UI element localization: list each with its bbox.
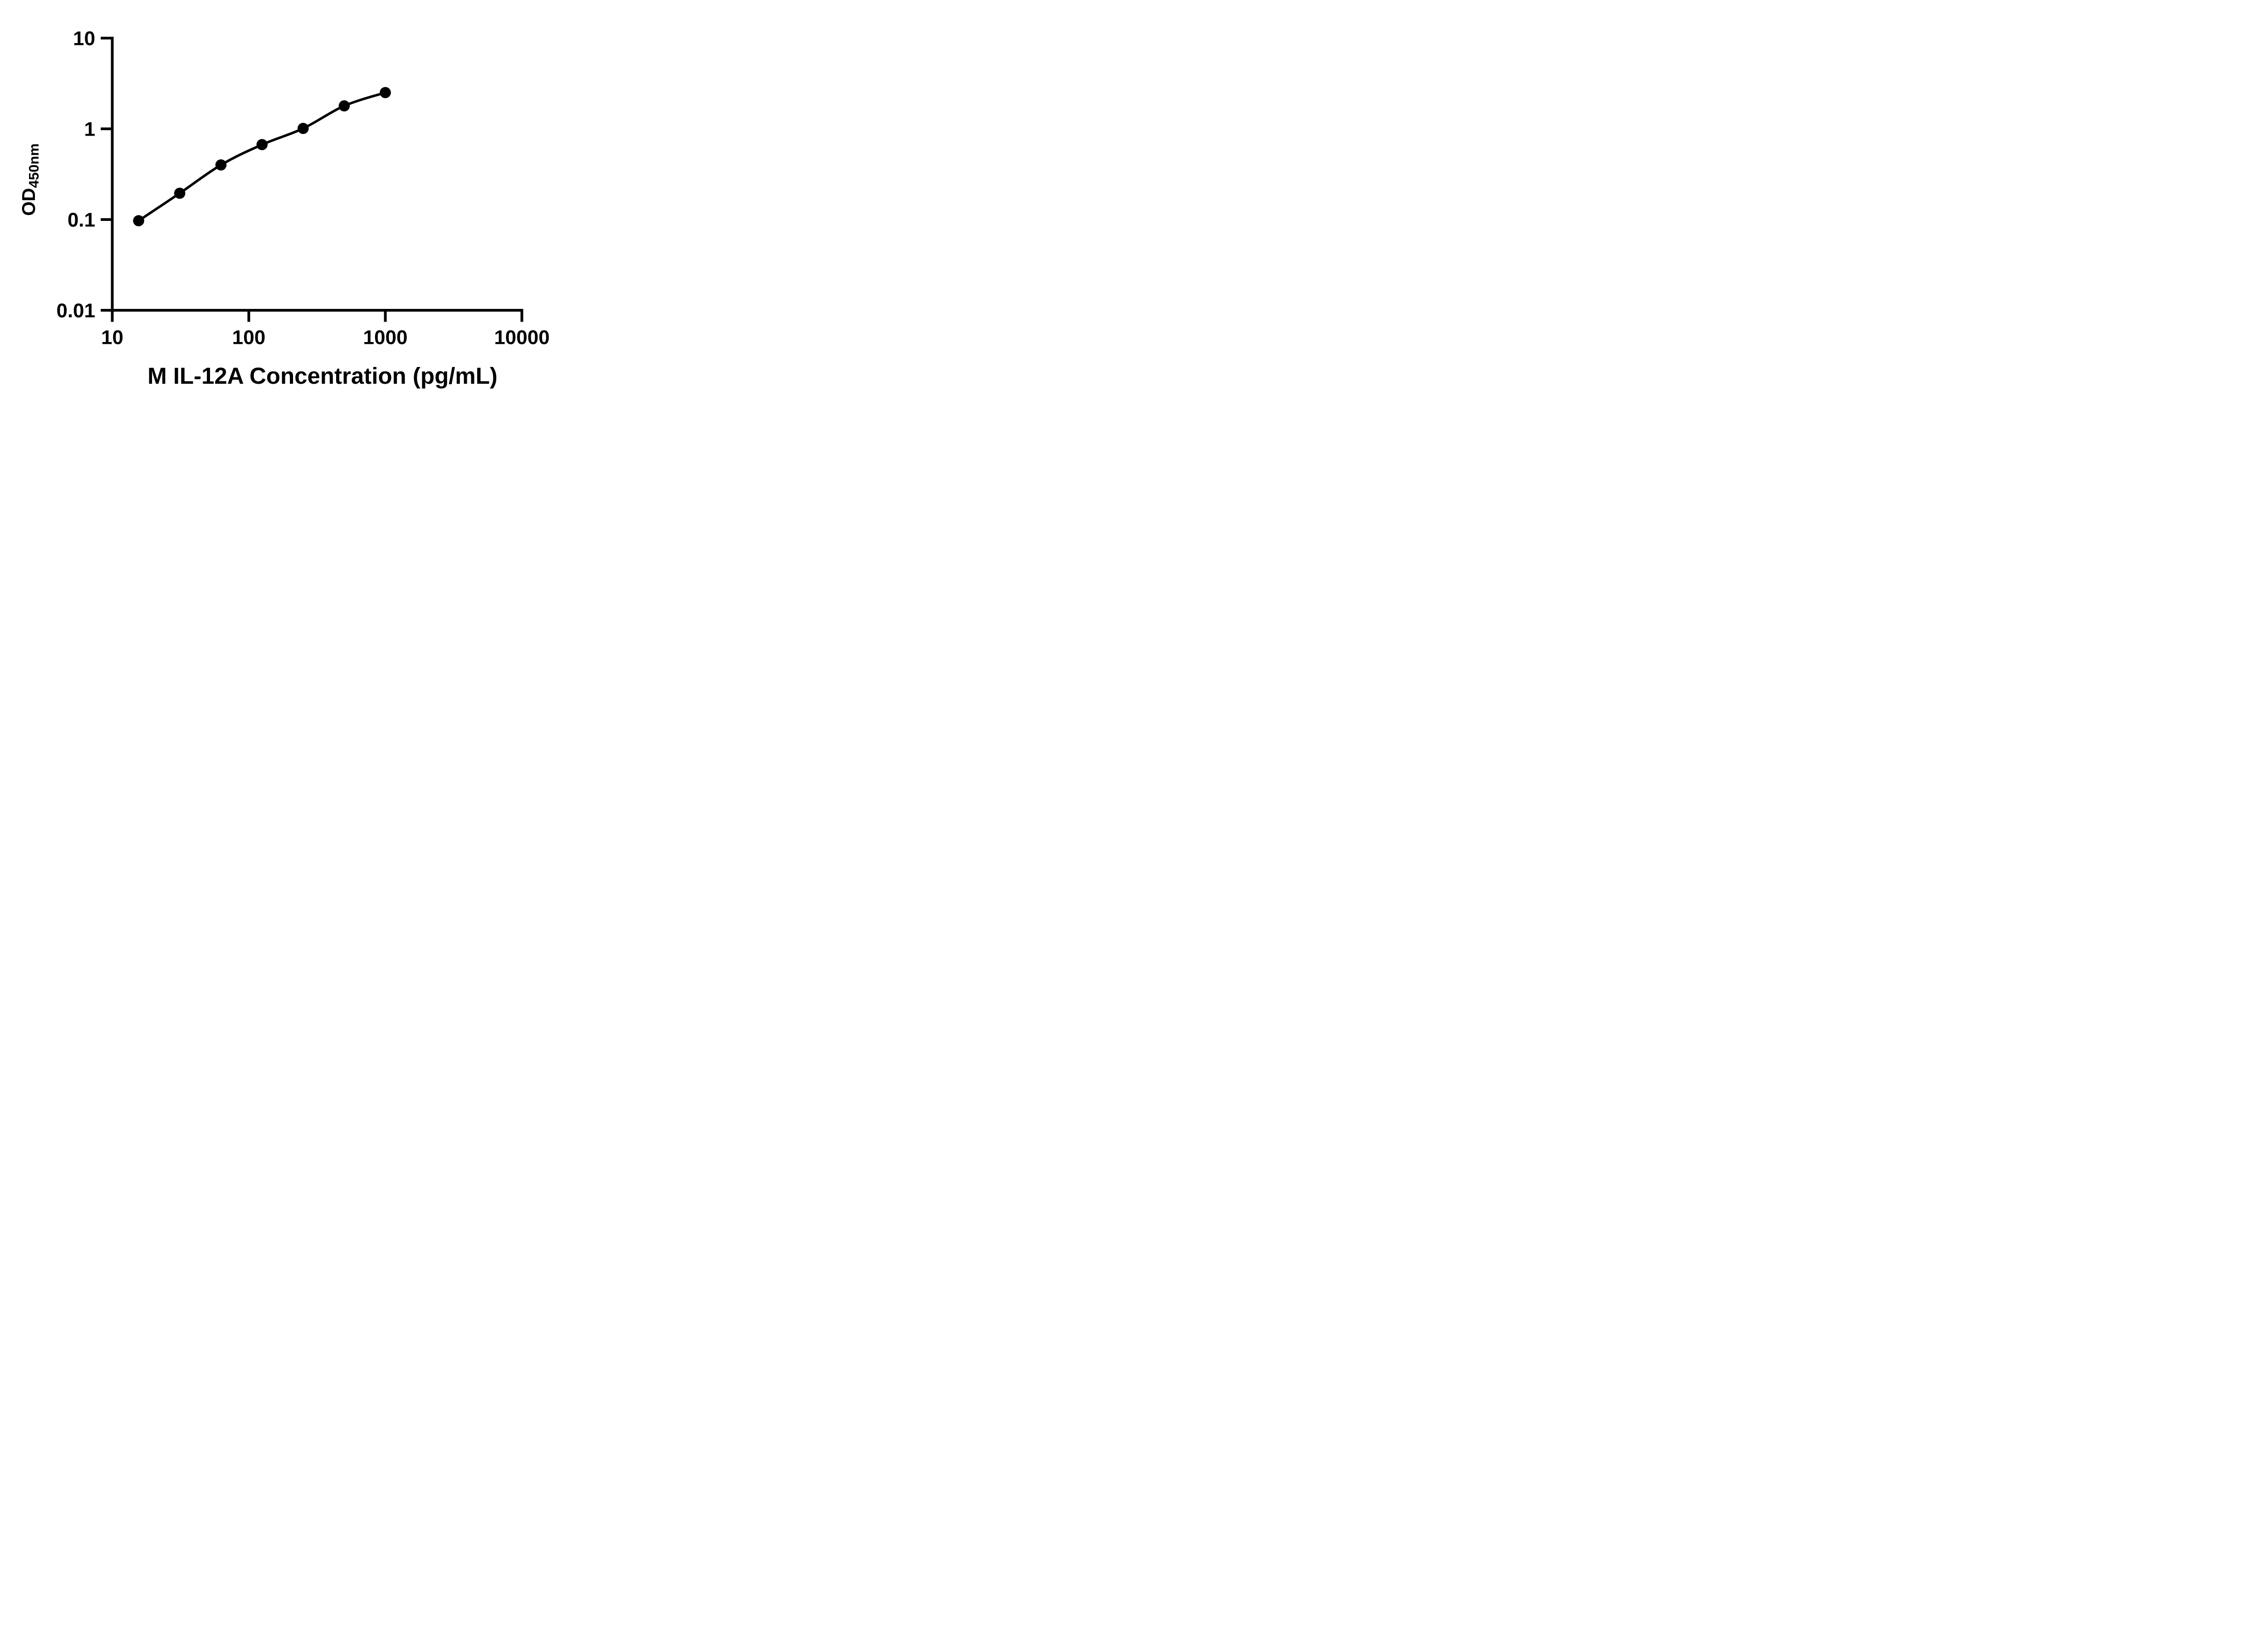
- y-tick-label: 0.01: [56, 300, 95, 322]
- y-axis-title-main: OD: [18, 188, 39, 216]
- tick-label-layer: 10 1 0.1 0.01 10 100 1000 10000: [56, 28, 549, 349]
- x-axis-title: M IL-12A Concentration (pg/mL): [147, 363, 498, 389]
- fitted-curve: [138, 91, 386, 222]
- standard-curve-figure: 10 1 0.1 0.01 10 100 1000 10000 M IL-12A Concen…: [0, 0, 583, 408]
- x-tick-label: 10: [101, 327, 123, 349]
- y-tick-label: 0.1: [68, 209, 95, 231]
- y-axis-title: OD450nm: [18, 143, 42, 216]
- data-point: [338, 100, 350, 112]
- data-point: [380, 87, 391, 98]
- data-points: [133, 87, 391, 226]
- x-tick-label: 1000: [363, 327, 408, 349]
- data-point: [174, 187, 186, 199]
- x-tick-label: 100: [232, 327, 265, 349]
- data-point: [298, 122, 309, 134]
- axes-layer: [111, 37, 523, 312]
- y-tick-label: 1: [84, 118, 95, 141]
- data-point: [133, 215, 144, 226]
- tick-layer: [101, 37, 523, 322]
- data-point: [256, 139, 268, 151]
- standard-curve-chart: 10 1 0.1 0.01 10 100 1000 10000 M IL-12A Concen…: [18, 28, 550, 389]
- y-tick-label: 10: [73, 28, 95, 50]
- data-point: [215, 159, 227, 171]
- y-axis-title-subscript: 450nm: [26, 143, 42, 188]
- x-tick-label: 10000: [494, 327, 549, 349]
